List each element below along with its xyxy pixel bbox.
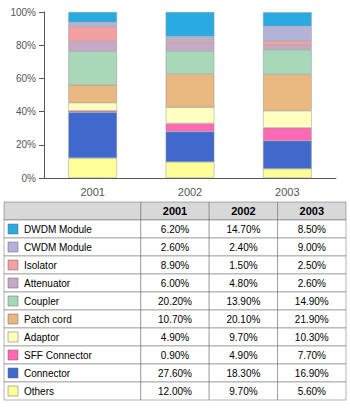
svg-text:60%: 60% xyxy=(16,73,36,84)
svg-text:4.90%: 4.90% xyxy=(161,332,189,343)
svg-text:20.10%: 20.10% xyxy=(226,314,260,325)
svg-text:2003: 2003 xyxy=(275,186,299,198)
svg-text:2003: 2003 xyxy=(300,205,324,217)
svg-text:CWDM Module: CWDM Module xyxy=(24,242,92,253)
svg-text:Connector: Connector xyxy=(24,368,71,379)
svg-text:2001: 2001 xyxy=(80,186,104,198)
svg-text:18.30%: 18.30% xyxy=(226,368,260,379)
svg-text:Others: Others xyxy=(24,386,54,397)
svg-text:16.90%: 16.90% xyxy=(295,368,329,379)
svg-text:80%: 80% xyxy=(16,40,36,51)
svg-text:4.90%: 4.90% xyxy=(229,350,257,361)
svg-text:8.90%: 8.90% xyxy=(161,260,189,271)
svg-text:14.90%: 14.90% xyxy=(295,296,329,307)
svg-text:2.60%: 2.60% xyxy=(298,278,326,289)
svg-text:2.40%: 2.40% xyxy=(229,242,257,253)
svg-text:Adaptor: Adaptor xyxy=(24,332,60,343)
svg-text:14.70%: 14.70% xyxy=(226,224,260,235)
svg-text:2002: 2002 xyxy=(178,186,202,198)
svg-text:9.00%: 9.00% xyxy=(298,242,326,253)
svg-text:9.70%: 9.70% xyxy=(229,386,257,397)
svg-text:2001: 2001 xyxy=(163,205,187,217)
svg-text:Isolator: Isolator xyxy=(24,260,57,271)
svg-text:21.90%: 21.90% xyxy=(295,314,329,325)
svg-text:10.30%: 10.30% xyxy=(295,332,329,343)
svg-text:1.50%: 1.50% xyxy=(229,260,257,271)
svg-text:0.90%: 0.90% xyxy=(161,350,189,361)
svg-text:Patch cord: Patch cord xyxy=(24,314,72,325)
svg-text:12.00%: 12.00% xyxy=(158,386,192,397)
svg-text:8.50%: 8.50% xyxy=(298,224,326,235)
svg-text:4.80%: 4.80% xyxy=(229,278,257,289)
svg-text:27.60%: 27.60% xyxy=(158,368,192,379)
svg-text:2002: 2002 xyxy=(231,205,255,217)
svg-text:20.20%: 20.20% xyxy=(158,296,192,307)
svg-text:DWDM Module: DWDM Module xyxy=(24,224,92,235)
svg-text:5.60%: 5.60% xyxy=(298,386,326,397)
svg-text:40%: 40% xyxy=(16,106,36,117)
svg-text:Coupler: Coupler xyxy=(24,296,60,307)
svg-text:2.50%: 2.50% xyxy=(298,260,326,271)
svg-text:7.70%: 7.70% xyxy=(298,350,326,361)
svg-text:20%: 20% xyxy=(16,139,36,150)
svg-text:0%: 0% xyxy=(22,173,37,184)
svg-text:13.90%: 13.90% xyxy=(226,296,260,307)
svg-text:6.20%: 6.20% xyxy=(161,224,189,235)
svg-text:2.60%: 2.60% xyxy=(161,242,189,253)
svg-text:9.70%: 9.70% xyxy=(229,332,257,343)
svg-text:SFF Connector: SFF Connector xyxy=(24,350,92,361)
svg-text:100%: 100% xyxy=(10,7,36,18)
svg-text:Attenuator: Attenuator xyxy=(24,278,71,289)
svg-text:10.70%: 10.70% xyxy=(158,314,192,325)
svg-text:6.00%: 6.00% xyxy=(161,278,189,289)
